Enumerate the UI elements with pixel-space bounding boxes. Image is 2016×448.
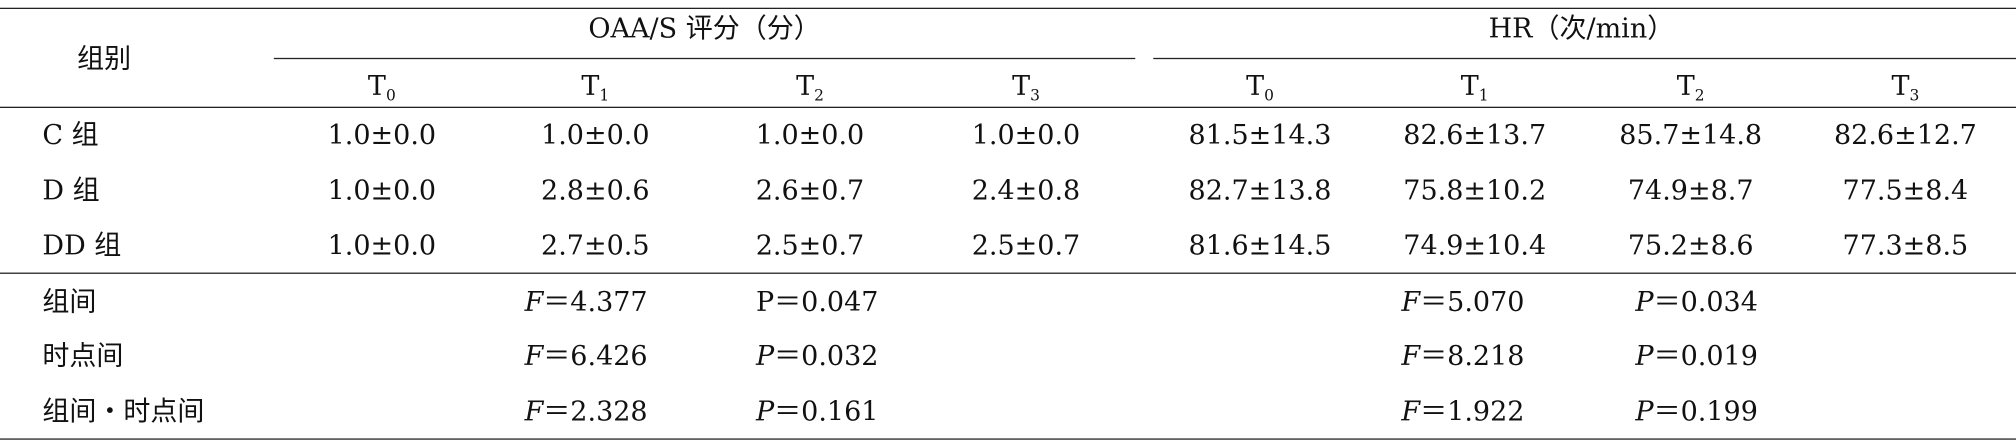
stat-cell: F＝1.922 [1401,395,1525,427]
group-rule [1153,57,2016,60]
data-cell: 75.8±10.2 [1403,174,1547,206]
stat-cell: F＝8.218 [1401,340,1525,372]
sub-header: T0 [1246,71,1274,111]
data-cell: 1.0±0.0 [971,119,1081,151]
data-cell: 75.2±8.6 [1627,230,1754,261]
stat-label: 时点间 [42,340,124,372]
sub-header-base: T [1012,70,1031,102]
stat-cell: P＝0.032 [755,340,879,372]
sub-header: T1 [581,71,609,111]
sub-header: T3 [1012,71,1040,111]
sub-header-base: T [1246,70,1265,102]
data-cell: 1.0±0.0 [755,119,865,151]
data-cell: 2.5±0.7 [971,230,1081,261]
row-label: D 组 [42,174,100,206]
sub-header-base: T [1676,70,1695,102]
sub-header-base: T [581,70,600,102]
sub-header-index: 3 [1030,86,1040,105]
row-label: C 组 [42,119,99,151]
sub-header-index: 2 [1694,86,1705,105]
bottom-rule [0,438,2016,440]
group-header: OAA/S 评分（分） [588,12,821,44]
stat-cell: P＝0.034 [1635,286,1758,318]
corner-header: 组别 [77,43,132,75]
sub-header-index: 0 [1264,86,1274,105]
stat-cell: F＝5.070 [1401,286,1525,318]
sub-header-index: 3 [1909,86,1920,105]
data-cell: 81.6±14.5 [1188,230,1332,261]
row-label: DD 组 [42,230,122,261]
data-cell: 74.9±8.7 [1627,174,1754,206]
data-cell: 2.8±0.6 [541,174,650,206]
sub-header: T2 [796,71,824,111]
sub-header: T0 [368,71,396,111]
sub-header-base: T [796,70,815,102]
sub-header-index: 1 [599,86,610,105]
header-rule [0,106,2016,108]
data-cell: 1.0±0.0 [327,174,437,206]
data-cell: 82.6±12.7 [1833,119,1977,151]
data-cell: 74.9±10.4 [1403,230,1547,261]
data-cell: 82.7±13.8 [1188,174,1332,206]
sub-header-base: T [1891,70,1910,102]
stat-cell: F＝4.377 [524,286,648,318]
sub-header-base: T [1460,70,1479,102]
stat-label: 组间・时点间 [42,395,205,427]
data-cell: 85.7±14.8 [1619,119,1763,151]
stat-cell: P＝0.199 [1635,395,1758,427]
data-cell: 77.5±8.4 [1842,174,1969,206]
sub-header: T3 [1891,71,1919,111]
sub-header-index: 2 [814,86,824,105]
stat-label: 组间 [42,286,97,318]
group-header: HR（次/min） [1488,12,1675,44]
sub-header-index: 0 [385,86,396,105]
stat-cell: F＝2.328 [524,395,648,427]
body-rule [0,272,2016,274]
data-cell: 1.0±0.0 [541,119,650,151]
data-cell: 2.7±0.5 [541,230,650,261]
data-cell: 82.6±13.7 [1403,119,1547,151]
sub-header-base: T [367,70,386,102]
data-cell: 77.3±8.5 [1842,230,1969,261]
data-cell: 2.6±0.7 [755,174,865,206]
stat-cell: P＝0.019 [1635,340,1758,372]
data-cell: 81.5±14.3 [1188,119,1332,151]
top-rule [0,7,2016,9]
stat-cell: F＝6.426 [524,340,648,372]
group-rule [273,57,1136,60]
data-cell: 1.0±0.0 [327,119,437,151]
data-cell: 2.4±0.8 [971,174,1081,206]
stat-cell: P＝0.047 [755,286,879,318]
sub-header: T1 [1461,71,1489,111]
sub-header-index: 1 [1478,86,1489,105]
stat-cell: P＝0.161 [755,395,879,427]
sub-header: T2 [1677,71,1705,111]
data-cell: 1.0±0.0 [327,230,437,261]
data-cell: 2.5±0.7 [755,230,865,261]
